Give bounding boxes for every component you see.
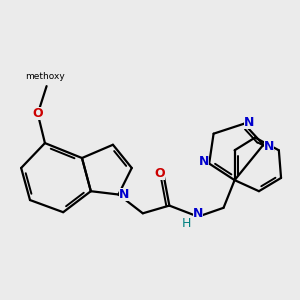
Text: O: O	[154, 167, 165, 180]
Text: N: N	[244, 116, 255, 129]
Text: N: N	[119, 188, 129, 201]
Text: O: O	[32, 107, 43, 120]
Text: N: N	[264, 140, 274, 153]
Text: methoxy: methoxy	[26, 72, 65, 81]
Text: N: N	[193, 207, 203, 220]
Text: N: N	[199, 155, 209, 168]
Text: H: H	[181, 217, 190, 230]
